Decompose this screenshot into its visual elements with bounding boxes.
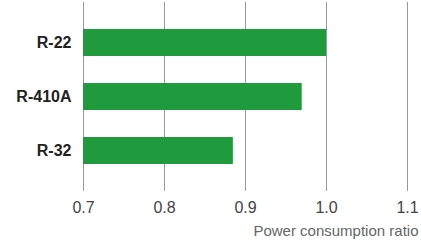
svg-text:1.0: 1.0 xyxy=(315,199,337,216)
svg-text:1.1: 1.1 xyxy=(396,199,418,216)
svg-text:R-410A: R-410A xyxy=(16,88,72,105)
svg-text:Power consumption ratio: Power consumption ratio xyxy=(253,222,418,239)
svg-text:R-32: R-32 xyxy=(37,142,72,159)
svg-text:0.8: 0.8 xyxy=(153,199,175,216)
svg-text:0.7: 0.7 xyxy=(72,199,94,216)
svg-text:R-22: R-22 xyxy=(37,34,72,51)
svg-text:0.9: 0.9 xyxy=(234,199,256,216)
